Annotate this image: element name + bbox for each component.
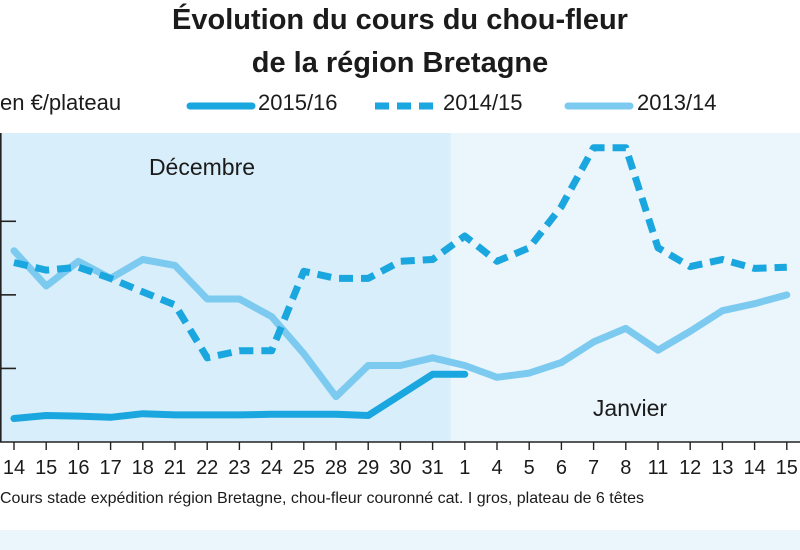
x-tick-label-2: 15 (35, 457, 57, 479)
month-label-december: Décembre (149, 154, 255, 180)
x-tick-label-25: 15 (776, 457, 798, 479)
x-tick-label-11: 28 (325, 457, 347, 479)
x-tick-label-10: 25 (293, 457, 315, 479)
x-tick-label-4: 17 (99, 457, 121, 479)
x-tick-label-22: 12 (679, 457, 701, 479)
x-tick-label-24: 14 (743, 457, 765, 479)
x-tick-label-14: 31 (421, 457, 443, 479)
x-tick-label-1: 14 (3, 457, 25, 479)
x-tick-label-16: 4 (491, 457, 502, 479)
chart-title-line-1: Évolution du cours du chou-fleur (172, 4, 628, 36)
x-tick-label-13: 30 (389, 457, 411, 479)
unit-label: en €/plateau (0, 90, 122, 115)
x-tick-label-21: 11 (648, 457, 669, 479)
legend-label-2015-16: 2015/16 (258, 90, 338, 115)
x-tick-label-20: 8 (620, 457, 631, 479)
x-tick-label-17: 5 (524, 457, 535, 479)
month-label-january: Janvier (593, 395, 667, 421)
footer-band (0, 530, 800, 550)
x-tick-label-12: 29 (357, 457, 379, 479)
x-tick-label-15: 1 (459, 457, 470, 479)
legend-label-2013-14: 2013/14 (637, 90, 717, 115)
january-panel (450, 133, 800, 442)
x-tick-label-3: 16 (67, 457, 89, 479)
series-line-2015-16 (10, 370, 469, 422)
series-line-2013-14 (10, 247, 791, 401)
x-tick-label-23: 13 (711, 457, 733, 479)
line-chart: 14 15 16 17 18 21 22 23 24 25 28 29 30 31 1 4 5 6 7 8 11 12 13… (0, 133, 800, 479)
x-tick-label-8: 23 (228, 457, 250, 479)
chart-title-line-2: de la région Bretagne (251, 47, 549, 79)
december-panel (0, 133, 451, 442)
x-tick-label-9: 24 (260, 457, 282, 479)
legend-label-2014-15: 2014/15 (443, 90, 523, 115)
x-tick-label-19: 7 (588, 457, 599, 479)
x-tick-label-6: 21 (164, 457, 186, 479)
source-note: Cours stade expédition région Bretagne, … (0, 490, 644, 507)
series-line-2014-15 (13, 144, 787, 362)
x-tick-label-18: 6 (556, 457, 567, 479)
x-tick-label-7: 22 (196, 457, 218, 479)
x-tick-label-5: 18 (132, 457, 154, 479)
